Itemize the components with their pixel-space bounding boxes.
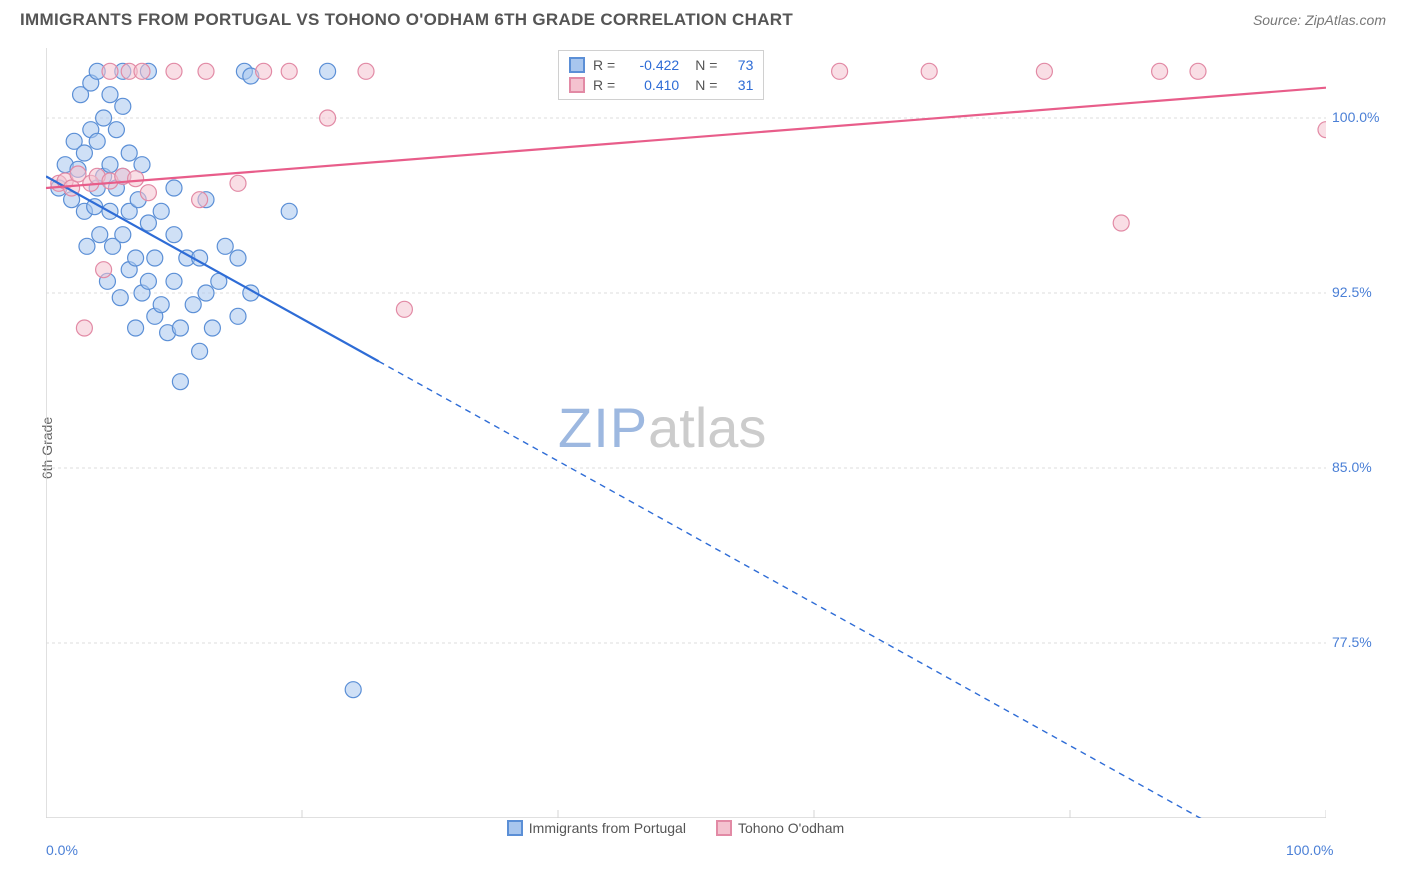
x-tick-label: 100.0%	[1286, 842, 1333, 858]
series-legend-label: Immigrants from Portugal	[529, 820, 686, 836]
source-name: ZipAtlas.com	[1305, 12, 1386, 28]
y-tick-label: 100.0%	[1332, 109, 1379, 125]
correlation-legend: R = -0.422 N = 73 R = 0.410 N = 31	[558, 50, 764, 100]
legend-swatch	[569, 57, 585, 73]
series-legend-label: Tohono O'odham	[738, 820, 844, 836]
series-legend-item: Tohono O'odham	[716, 820, 844, 836]
source-credit: Source: ZipAtlas.com	[1253, 12, 1386, 28]
series-legend: Immigrants from Portugal Tohono O'odham	[507, 820, 844, 836]
legend-swatch	[569, 77, 585, 93]
plot-area: 6th Grade ZIPatlas R =-0.422N =73R =0.41…	[46, 48, 1386, 848]
n-value: 73	[725, 55, 753, 75]
correlation-legend-row: R = 0.410 N = 31	[569, 75, 753, 95]
chart-title: IMMIGRANTS FROM PORTUGAL VS TOHONO O'ODH…	[20, 10, 793, 30]
source-prefix: Source:	[1253, 12, 1305, 28]
x-tick-label: 0.0%	[46, 842, 78, 858]
correlation-legend-row: R = -0.422 N = 73	[569, 55, 753, 75]
legend-swatch	[716, 820, 732, 836]
y-tick-label: 77.5%	[1332, 634, 1372, 650]
r-label: R =	[593, 55, 615, 75]
y-tick-label: 92.5%	[1332, 284, 1372, 300]
n-label: N =	[695, 55, 717, 75]
n-label: N =	[695, 75, 717, 95]
scatter-chart	[46, 48, 1326, 818]
n-value: 31	[725, 75, 753, 95]
r-label: R =	[593, 75, 615, 95]
series-legend-item: Immigrants from Portugal	[507, 820, 686, 836]
r-value: 0.410	[623, 75, 679, 95]
legend-swatch	[507, 820, 523, 836]
y-tick-label: 85.0%	[1332, 459, 1372, 475]
r-value: -0.422	[623, 55, 679, 75]
chart-header: IMMIGRANTS FROM PORTUGAL VS TOHONO O'ODH…	[0, 0, 1406, 36]
